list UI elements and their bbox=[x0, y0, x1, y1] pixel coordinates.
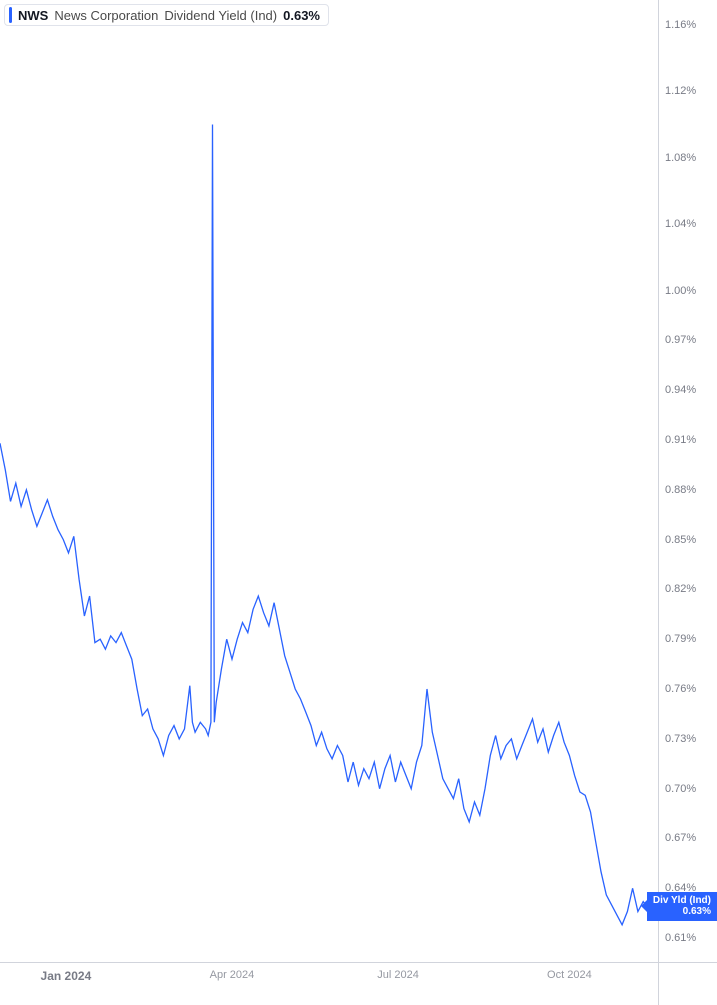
y-axis-tick: 1.00% bbox=[665, 285, 696, 297]
axis-corner bbox=[658, 962, 717, 1005]
y-axis-tick: 0.67% bbox=[665, 832, 696, 844]
y-axis-tick: 0.79% bbox=[665, 633, 696, 645]
price-flag: Div Yld (Ind) 0.63% bbox=[647, 892, 717, 921]
y-axis-tick: 1.04% bbox=[665, 218, 696, 230]
y-axis-tick: 0.70% bbox=[665, 783, 696, 795]
x-axis-tick: Jan 2024 bbox=[41, 969, 92, 983]
legend-ticker: NWS bbox=[18, 8, 48, 23]
price-flag-title: Div Yld (Ind) bbox=[653, 895, 711, 907]
x-axis-tick: Jul 2024 bbox=[377, 969, 419, 981]
chart-legend[interactable]: NWS News Corporation Dividend Yield (Ind… bbox=[4, 4, 329, 26]
y-axis-tick: 1.08% bbox=[665, 152, 696, 164]
y-axis-tick: 0.85% bbox=[665, 534, 696, 546]
y-axis-tick: 1.16% bbox=[665, 19, 696, 31]
chart-plot-area[interactable] bbox=[0, 0, 659, 963]
x-axis-tick: Oct 2024 bbox=[547, 969, 592, 981]
legend-metric-value: 0.63% bbox=[283, 8, 320, 23]
y-axis-tick: 0.73% bbox=[665, 733, 696, 745]
x-axis[interactable]: Jan 2024 Apr 2024 Jul 2024 Oct 2024 bbox=[0, 962, 659, 1005]
y-axis-tick: 0.82% bbox=[665, 583, 696, 595]
y-axis-tick: 0.88% bbox=[665, 484, 696, 496]
line-chart-svg bbox=[0, 0, 659, 963]
price-flag-value: 0.63% bbox=[653, 906, 711, 918]
y-axis-tick: 0.64% bbox=[665, 882, 696, 894]
y-axis-tick: 0.76% bbox=[665, 683, 696, 695]
y-axis[interactable]: Div Yld (Ind) 0.63% 1.16%1.12%1.08%1.04%… bbox=[658, 0, 717, 963]
x-axis-tick: Apr 2024 bbox=[210, 969, 255, 981]
legend-metric-name: Dividend Yield (Ind) bbox=[164, 8, 277, 23]
y-axis-tick: 0.61% bbox=[665, 932, 696, 944]
legend-marker bbox=[9, 7, 12, 23]
y-axis-tick: 0.91% bbox=[665, 434, 696, 446]
y-axis-tick: 0.94% bbox=[665, 384, 696, 396]
y-axis-tick: 0.97% bbox=[665, 334, 696, 346]
y-axis-tick: 1.12% bbox=[665, 85, 696, 97]
legend-company-name: News Corporation bbox=[54, 8, 158, 23]
